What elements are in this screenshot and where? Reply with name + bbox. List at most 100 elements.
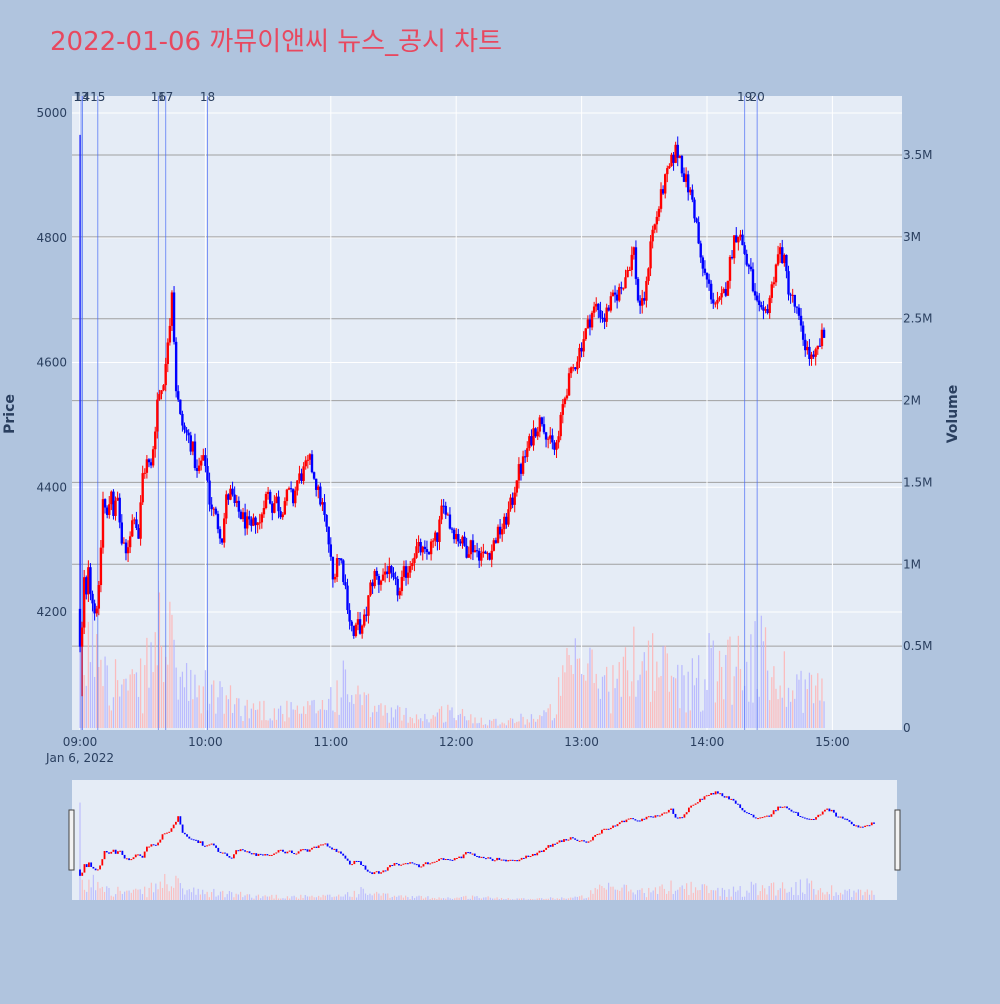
candle-body	[360, 625, 364, 634]
volume-bar	[691, 658, 693, 728]
candle-body	[285, 489, 289, 502]
slider-candle	[244, 850, 246, 852]
range-slider[interactable]	[72, 780, 897, 900]
candle-body	[599, 310, 602, 318]
candle-body	[563, 398, 567, 405]
volume-bar	[769, 700, 771, 728]
slider-volume-bar	[757, 895, 759, 900]
volume-bar	[785, 706, 788, 728]
slider-volume-bar	[465, 895, 467, 900]
volume-bar	[104, 656, 106, 728]
slider-volume-bar	[775, 895, 777, 900]
slider-volume-bar	[297, 898, 300, 900]
slider-candle	[246, 851, 249, 853]
candle-body	[791, 294, 794, 296]
slider-volume-bar	[585, 898, 587, 900]
volume-bar	[282, 713, 284, 728]
volume-bar	[748, 701, 750, 728]
volume-bar	[94, 676, 96, 728]
slider-candle	[596, 834, 599, 836]
x-tick-label: 09:00	[63, 735, 98, 749]
candle-body	[346, 585, 349, 611]
slider-candle	[357, 860, 360, 862]
slider-volume-bar	[275, 894, 277, 900]
slider-candle	[398, 863, 400, 866]
slider-candle	[761, 817, 764, 819]
volume-bar	[309, 705, 311, 728]
slider-candle	[275, 852, 278, 854]
volume-bar	[382, 715, 384, 728]
slider-candle	[518, 859, 521, 862]
candle-body	[716, 299, 719, 304]
news-marker-label: 14	[75, 90, 90, 104]
slider-volume-bar	[445, 898, 447, 900]
candle-body	[409, 566, 412, 573]
candle-body	[442, 505, 445, 507]
candle-body	[689, 189, 692, 193]
volume-bar	[280, 705, 282, 728]
slider-candle	[652, 816, 655, 818]
y-tick-label: 5000	[36, 106, 67, 120]
slider-volume-bar	[543, 899, 545, 900]
slider-candle	[560, 840, 563, 842]
slider-candle	[137, 854, 139, 856]
volume-bar	[259, 701, 261, 728]
volume-bars	[79, 220, 825, 728]
slider-volume-bar	[677, 889, 679, 900]
volume-bar	[181, 671, 184, 728]
slider-candle	[241, 849, 244, 851]
slider-volume-bar	[362, 888, 364, 900]
volume-bar	[733, 676, 735, 728]
slider-candle	[221, 852, 224, 854]
volume-bar	[405, 707, 407, 728]
candle-body	[703, 268, 707, 273]
candle-body	[705, 272, 709, 280]
candle-body	[450, 528, 454, 530]
slider-volume-bar	[103, 891, 106, 900]
slider-volume-bar	[331, 897, 333, 900]
candle-body	[294, 490, 297, 504]
volume-bar	[685, 712, 687, 728]
range-slider-left-handle[interactable]	[68, 809, 75, 871]
slider-volume-bar	[541, 898, 543, 900]
slider-volume-bar	[438, 897, 440, 900]
slider-candle	[835, 812, 837, 817]
slider-volume-bar	[378, 893, 380, 900]
candle-body	[526, 448, 529, 457]
slider-volume-bar	[728, 889, 730, 900]
volume-bar	[700, 711, 702, 728]
slider-candle	[694, 803, 697, 805]
slider-volume-bar	[590, 890, 592, 900]
candle-body	[582, 339, 585, 352]
volume-bar	[154, 632, 156, 728]
main-plot-area[interactable]	[72, 96, 902, 730]
candle-body	[484, 551, 487, 554]
volume-bar	[244, 705, 246, 728]
volume-bar	[459, 713, 462, 728]
slider-candle	[395, 863, 398, 865]
candle-body	[735, 235, 738, 243]
slider-volume-bar	[405, 895, 407, 900]
slider-candle	[687, 807, 690, 813]
volume-bar	[599, 698, 602, 728]
slider-volume-bar	[286, 896, 289, 900]
news-marker-label: 20	[750, 90, 765, 104]
x-tick-label: 13:00	[564, 735, 599, 749]
volume-bar	[328, 698, 330, 728]
slider-volume-bar	[108, 887, 110, 900]
slider-candle	[181, 824, 184, 833]
slider-candle	[828, 808, 831, 812]
slider-candle	[498, 857, 501, 860]
slider-volume-bar	[784, 888, 786, 900]
volume-bar	[384, 705, 386, 728]
candle-body	[720, 293, 723, 298]
candle-body	[151, 449, 155, 466]
slider-candle	[661, 813, 664, 816]
candle-body	[764, 309, 767, 311]
slider-volume-bar	[132, 889, 135, 900]
volume-bar	[672, 677, 675, 728]
volume-bar	[534, 721, 537, 728]
volume-bar	[468, 720, 470, 728]
candle-body	[212, 508, 215, 510]
range-slider-right-handle[interactable]	[894, 809, 901, 871]
